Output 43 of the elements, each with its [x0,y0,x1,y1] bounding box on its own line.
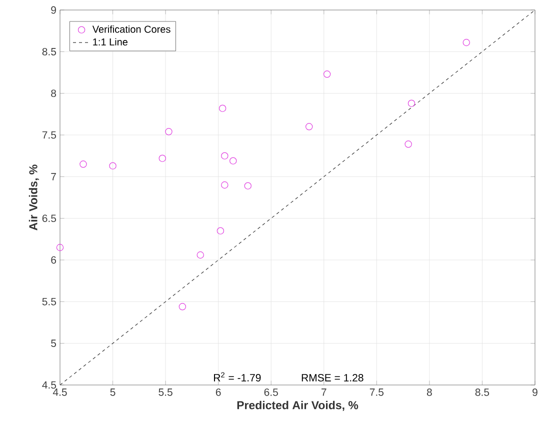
x-tick-label: 7 [322,388,326,396]
y-tick-label: 8 [51,90,56,98]
point [323,70,331,78]
annotation: R$^{2}$ = -1.79 [214,372,261,382]
y-tick-label: 4.5 [42,381,56,389]
legend-label: 1:1 Line [93,38,128,46]
point [230,157,237,164]
point [178,303,186,310]
x-tick-label: 8 [426,388,432,396]
point [80,160,87,168]
y-tick-label: 7 [51,173,56,180]
point [216,227,224,234]
annotation: RMSE = 1.28 [302,374,364,382]
y-tick-label: 9 [51,6,56,14]
x-axis-title: Predicted Air Voids, % [237,400,358,411]
legend-label: Verification Cores [92,25,170,33]
y-axis-title: Air Voids, % [28,164,40,230]
y-tick-label: 6 [51,256,56,264]
y-tick-label: 5 [51,340,56,347]
point [56,244,64,252]
x-tick-label: 5 [110,388,116,396]
point [404,140,412,148]
y-tick-label: 5.5 [42,298,56,306]
x-tick-label: 8.5 [475,388,490,396]
point [165,128,172,136]
point [221,152,228,160]
point [306,123,313,130]
x-tick-label: 7.5 [370,388,384,396]
point [109,162,116,170]
x-tick-label: 5.5 [158,388,172,396]
y-tick-label: 8.5 [42,48,56,56]
x-tick-label: 9 [532,388,538,396]
point [218,104,226,112]
point [462,38,470,46]
point [408,100,416,107]
x-tick-label: 6.5 [264,388,278,396]
point [158,154,166,162]
x-tick-label: 6 [216,388,221,396]
y-tick-label: 6.5 [42,214,56,222]
point [221,181,228,189]
point [244,182,252,190]
y-tick-label: 7.5 [42,131,56,139]
point [196,251,204,259]
